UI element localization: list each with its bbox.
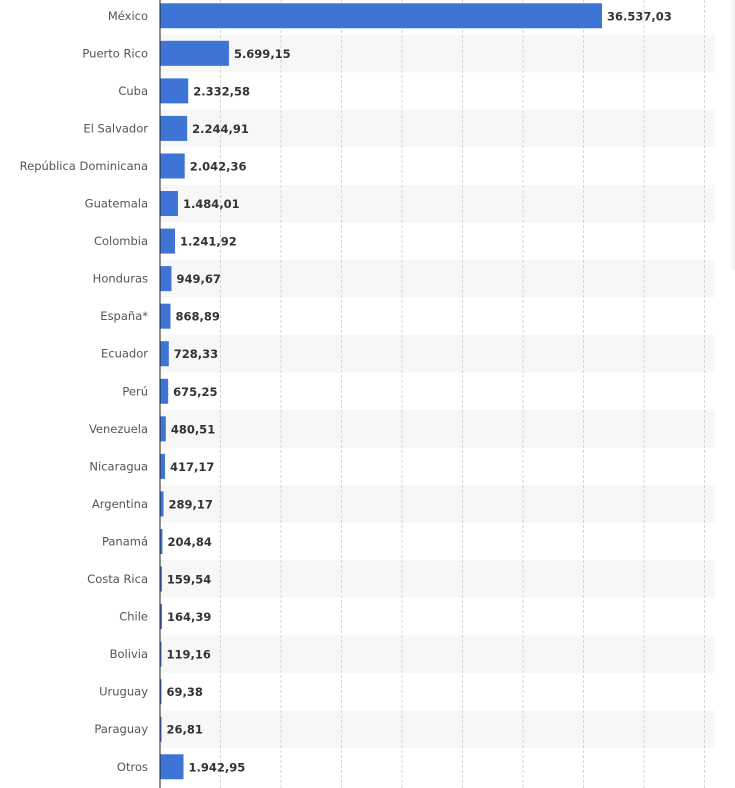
row-bands bbox=[160, 34, 715, 748]
value-label: 69,38 bbox=[167, 685, 203, 699]
value-label: 164,39 bbox=[167, 610, 211, 624]
bar bbox=[160, 716, 162, 742]
row-band bbox=[160, 334, 715, 373]
bar bbox=[160, 3, 602, 29]
row-band bbox=[160, 410, 715, 448]
row-band bbox=[160, 259, 715, 298]
row-band bbox=[160, 635, 715, 673]
category-label: Chile bbox=[119, 610, 148, 624]
value-label: 36.537,03 bbox=[607, 9, 672, 23]
value-label: 5.699,15 bbox=[234, 47, 291, 61]
category-label: El Salvador bbox=[83, 121, 148, 135]
bar bbox=[160, 491, 164, 517]
bar bbox=[160, 566, 162, 592]
bar bbox=[160, 604, 162, 630]
category-label: Ecuador bbox=[101, 347, 148, 361]
row-band bbox=[160, 710, 715, 748]
row-band bbox=[160, 485, 715, 523]
category-label: Bolivia bbox=[110, 647, 148, 661]
value-label: 728,33 bbox=[174, 347, 218, 361]
value-label: 2.042,36 bbox=[190, 159, 247, 173]
value-label: 868,89 bbox=[176, 310, 220, 324]
category-label: Cuba bbox=[118, 84, 148, 98]
category-label: Argentina bbox=[92, 497, 148, 511]
category-label: Venezuela bbox=[89, 422, 148, 436]
value-label: 1.942,95 bbox=[189, 760, 246, 774]
bar bbox=[160, 641, 162, 667]
bar bbox=[160, 754, 184, 780]
bar bbox=[160, 40, 229, 66]
category-label: Panamá bbox=[102, 534, 148, 548]
category-label: México bbox=[108, 9, 148, 23]
bar bbox=[160, 679, 162, 705]
value-label: 289,17 bbox=[168, 497, 212, 511]
bar bbox=[160, 115, 188, 141]
grid-lines bbox=[220, 0, 705, 788]
bar bbox=[160, 378, 169, 404]
category-label: España* bbox=[100, 309, 148, 323]
value-label: 2.332,58 bbox=[193, 84, 250, 98]
bar bbox=[160, 153, 185, 179]
value-label: 119,16 bbox=[167, 648, 211, 662]
category-label: Costa Rica bbox=[87, 572, 148, 586]
value-label: 949,67 bbox=[176, 272, 220, 286]
row-band bbox=[160, 34, 715, 73]
scroll-edge-shadow bbox=[729, 0, 735, 270]
bar bbox=[160, 303, 171, 329]
category-label: Nicaragua bbox=[89, 459, 148, 473]
row-band bbox=[160, 560, 715, 598]
category-label: Honduras bbox=[93, 272, 148, 286]
category-label: Otros bbox=[117, 760, 148, 774]
value-label: 159,54 bbox=[167, 573, 211, 587]
bar bbox=[160, 78, 189, 104]
bar bbox=[160, 191, 178, 217]
bar bbox=[160, 416, 166, 442]
value-label: 675,25 bbox=[173, 385, 217, 399]
category-labels: México Puerto Rico Cuba El Salvador Repúblic… bbox=[20, 9, 149, 774]
value-labels: 36.537,03 5.699,15 2.332,58 2.244,91 2.042,3… bbox=[167, 9, 672, 774]
category-label: Paraguay bbox=[94, 722, 148, 736]
bars bbox=[160, 3, 602, 780]
bar bbox=[160, 266, 172, 292]
value-label: 417,17 bbox=[170, 460, 214, 474]
value-label: 26,81 bbox=[167, 723, 203, 737]
bar bbox=[160, 453, 166, 479]
bar bbox=[160, 528, 163, 554]
value-label: 2.244,91 bbox=[192, 122, 249, 136]
row-band bbox=[160, 109, 715, 148]
value-label: 480,51 bbox=[171, 422, 215, 436]
bar bbox=[160, 341, 169, 367]
value-label: 1.484,01 bbox=[183, 197, 240, 211]
value-label: 204,84 bbox=[167, 535, 211, 549]
bar bbox=[160, 228, 176, 254]
category-label: Perú bbox=[122, 384, 148, 398]
category-label: Puerto Rico bbox=[82, 46, 148, 60]
category-label: Guatemala bbox=[85, 197, 148, 211]
category-label: República Dominicana bbox=[20, 159, 148, 173]
category-label: Uruguay bbox=[99, 685, 148, 699]
category-label: Colombia bbox=[94, 234, 148, 248]
row-band bbox=[160, 184, 715, 223]
value-label: 1.241,92 bbox=[180, 235, 237, 249]
